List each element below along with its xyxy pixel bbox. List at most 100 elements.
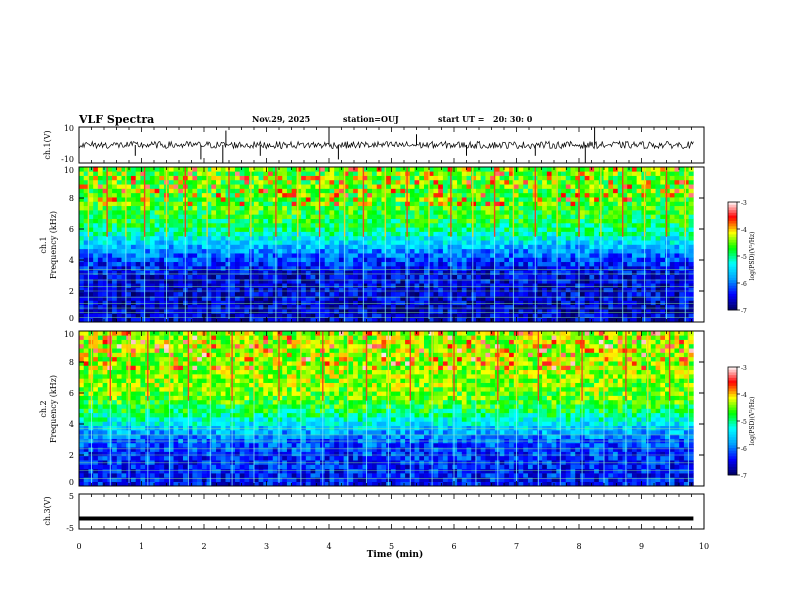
- spectrogram-cell: [296, 179, 302, 185]
- spectrogram-cell: [390, 266, 396, 271]
- spectrogram-cell: [258, 253, 264, 258]
- spectrogram-cell: [83, 201, 89, 207]
- spectrogram-cell: [324, 175, 330, 181]
- spectrogram-cell: [381, 240, 387, 245]
- spectrogram-cell: [513, 274, 519, 280]
- spectrogram-cell: [79, 283, 85, 288]
- spectrogram-cell: [584, 167, 590, 172]
- spectrogram-cell: [192, 287, 198, 293]
- spectrogram-cell: [197, 179, 203, 185]
- spectrogram-cell: [499, 261, 505, 267]
- spectrogram-cell: [178, 214, 184, 219]
- spectrogram-cell: [674, 283, 680, 288]
- colorbar-step: [728, 258, 737, 262]
- spectrogram-cell: [310, 167, 316, 172]
- spectrogram-cell: [438, 231, 444, 237]
- spectrogram-cell: [225, 313, 231, 318]
- spectrogram-cell: [438, 197, 444, 202]
- spectrogram-cell: [556, 253, 562, 258]
- spectrogram-cell: [405, 287, 411, 293]
- spectrogram-cell: [305, 171, 311, 176]
- spectrogram-cell: [494, 175, 500, 181]
- spectrogram-cell: [395, 227, 401, 232]
- spectrogram-cell: [93, 365, 99, 371]
- spectrogram-cell: [390, 300, 396, 306]
- spectrogram-cell: [291, 270, 297, 275]
- spectrogram-cell: [636, 317, 642, 323]
- spectrogram-cell: [646, 214, 652, 219]
- spectrogram-cell: [93, 408, 99, 414]
- spectrogram-cell: [494, 188, 500, 194]
- spectrogram-cell: [159, 291, 165, 297]
- spectrogram-cell: [329, 270, 335, 275]
- spectrogram-cell: [665, 222, 671, 228]
- spectrogram-cell: [126, 313, 132, 318]
- spectrogram-cell: [192, 197, 198, 202]
- spectrogram-cell: [679, 214, 685, 219]
- spectrogram-cell: [149, 257, 155, 263]
- ch2-spectrogram-image: [79, 331, 704, 487]
- spectrogram-cell: [683, 218, 689, 224]
- spectrogram-cell: [419, 175, 425, 181]
- spectrogram-cell: [390, 210, 396, 215]
- spectrogram-cell: [669, 188, 675, 194]
- spectrogram-cell: [518, 266, 524, 271]
- spectrogram-cell: [93, 421, 99, 427]
- spectrogram-cell: [372, 300, 378, 306]
- spectrogram-cell: [192, 270, 198, 275]
- spectrogram-cell: [159, 214, 165, 219]
- spectrogram-cell: [650, 309, 656, 314]
- spectrogram-cell: [428, 291, 434, 297]
- spectrogram-cell: [88, 253, 94, 258]
- spectrogram-cell: [428, 278, 434, 284]
- spectrogram-cell: [523, 222, 529, 228]
- spectrogram-cell: [216, 184, 222, 189]
- spectrogram-cell: [263, 270, 269, 275]
- spectrogram-cell: [130, 240, 137, 245]
- spectrogram-cell: [475, 248, 482, 254]
- spectrogram-cell: [324, 257, 330, 263]
- spectrogram-cell: [409, 257, 415, 263]
- spectrogram-cell: [381, 218, 387, 224]
- spectrogram-cell: [206, 184, 212, 189]
- colorbar-step: [728, 266, 737, 270]
- spectrogram-cell: [173, 214, 179, 219]
- spectrogram-cell: [627, 309, 633, 314]
- spectrogram-cell: [457, 214, 463, 219]
- spectrogram-cell: [457, 192, 463, 198]
- spectrogram-cell: [603, 313, 609, 318]
- spectrogram-cell: [140, 291, 146, 297]
- spectrogram-cell: [513, 171, 519, 176]
- spectrogram-cell: [310, 244, 316, 250]
- spectrogram-cell: [395, 231, 401, 237]
- spectrogram-cell: [527, 253, 533, 258]
- spectrogram-cell: [338, 296, 344, 301]
- spectrogram-cell: [83, 348, 89, 353]
- spectrogram-cell: [461, 313, 467, 318]
- spectrogram-cell: [523, 253, 529, 258]
- spectrogram-cell: [442, 171, 448, 176]
- spectrogram-cell: [107, 188, 113, 194]
- spectrogram-cell: [88, 274, 94, 280]
- spectrogram-cell: [523, 257, 529, 263]
- spectrogram-cell: [395, 309, 401, 314]
- spectrogram-cell: [376, 257, 382, 263]
- spectrogram-cell: [608, 270, 614, 275]
- spectrogram-cell: [509, 210, 515, 215]
- spectrogram-cell: [230, 266, 236, 271]
- spectrogram-cell: [320, 266, 326, 271]
- spectrogram-cell: [268, 253, 274, 258]
- spectrogram-cell: [589, 171, 595, 176]
- spectrogram-cell: [475, 253, 482, 258]
- spectrogram-cell: [551, 235, 557, 241]
- spectrogram-cell: [546, 214, 552, 219]
- spectrogram-cell: [102, 218, 108, 224]
- spectrogram-cell: [296, 278, 302, 284]
- spectrogram-cell: [513, 266, 519, 271]
- spectrogram-cell: [527, 309, 533, 314]
- spectrogram-cell: [542, 261, 548, 267]
- spectrogram-cell: [140, 188, 146, 194]
- spectrogram-cell: [286, 283, 292, 288]
- spectrogram-cell: [79, 248, 85, 254]
- spectrogram-cell: [594, 201, 600, 207]
